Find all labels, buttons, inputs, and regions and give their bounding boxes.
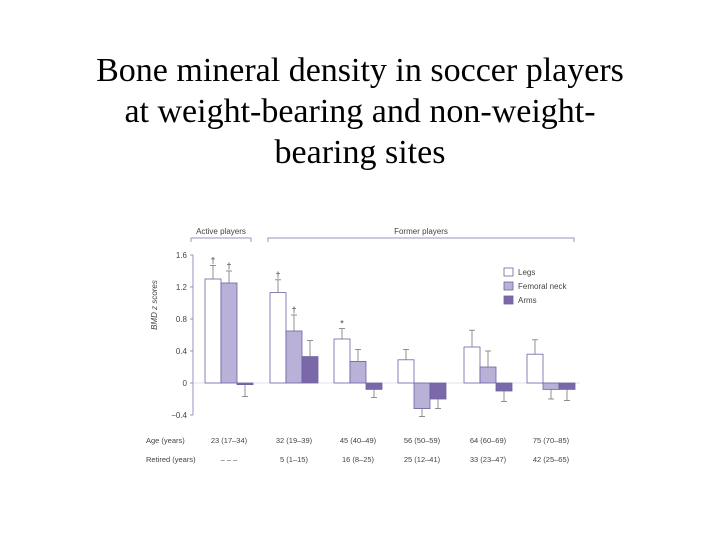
y-tick-label-4: 0 xyxy=(183,379,188,388)
y-tick-label-5: −0.4 xyxy=(171,411,187,420)
retired-value-5: 42 (25–65) xyxy=(533,455,570,464)
legend-swatch-0 xyxy=(503,267,514,277)
y-tick-label-3: 0.4 xyxy=(176,347,188,356)
group-bracket-0 xyxy=(190,237,252,242)
bar-legs-5 xyxy=(526,353,544,384)
bar-femoral-neck-5 xyxy=(542,382,560,390)
age-value-0: 23 (17–34) xyxy=(211,436,248,445)
group-header-label-0: Active players xyxy=(196,227,246,236)
legend-label-0: Legs xyxy=(518,268,535,277)
bar-femoral-neck-1 xyxy=(285,330,303,384)
bar-femoral-neck-0 xyxy=(220,282,238,384)
retired-value-0: – – – xyxy=(221,455,239,464)
significance-mark-1-0: † xyxy=(226,261,231,271)
group-header-label-1: Former players xyxy=(394,227,448,236)
y-tick-label-2: 0.8 xyxy=(176,315,188,324)
age-row-label: Age (years) xyxy=(146,436,185,445)
retired-value-3: 25 (12–41) xyxy=(404,455,441,464)
slide-title-line-2: at weight-bearing and non-weight- xyxy=(124,93,596,130)
y-axis-label: BMD z scores xyxy=(150,280,159,330)
bar-legs-0 xyxy=(204,278,222,384)
age-value-2: 45 (40–49) xyxy=(340,436,377,445)
y-tick-label-0: 1.6 xyxy=(176,251,188,260)
age-value-3: 56 (50–59) xyxy=(404,436,441,445)
bar-legs-4 xyxy=(463,346,481,384)
bar-arms-3 xyxy=(429,382,447,400)
bar-arms-4 xyxy=(495,382,513,392)
retired-row-label: Retired (years) xyxy=(146,455,196,464)
legend-label-1: Femoral neck xyxy=(518,282,567,291)
significance-mark-1-1: † xyxy=(291,305,296,315)
bar-arms-0 xyxy=(236,382,254,386)
bar-legs-1 xyxy=(269,292,287,384)
slide-title: Bone mineral density in soccer players a… xyxy=(40,50,680,173)
bar-femoral-neck-3 xyxy=(413,382,431,410)
significance-mark-0-2: * xyxy=(340,319,344,329)
age-value-4: 64 (60–69) xyxy=(470,436,507,445)
retired-value-1: 5 (1–15) xyxy=(280,455,308,464)
significance-mark-0-0: † xyxy=(210,255,215,265)
retired-value-4: 33 (23–47) xyxy=(470,455,507,464)
age-value-1: 32 (19–39) xyxy=(276,436,313,445)
bar-arms-1 xyxy=(301,356,319,384)
legend-swatch-1 xyxy=(503,281,514,291)
bar-arms-2 xyxy=(365,382,383,390)
bar-arms-5 xyxy=(558,382,576,390)
y-tick-label-1: 1.2 xyxy=(176,283,188,292)
slide-title-line-3: bearing sites xyxy=(274,134,446,171)
group-bracket-1 xyxy=(267,237,575,242)
legend-swatch-2 xyxy=(503,295,514,305)
slide-title-line-1: Bone mineral density in soccer players xyxy=(96,52,624,89)
retired-value-2: 16 (8–25) xyxy=(342,455,375,464)
age-value-5: 75 (70–85) xyxy=(533,436,570,445)
bar-femoral-neck-4 xyxy=(479,366,497,384)
significance-mark-0-1: † xyxy=(275,270,280,280)
bar-femoral-neck-2 xyxy=(349,360,367,384)
bar-legs-3 xyxy=(397,359,415,384)
legend-label-2: Arms xyxy=(518,296,537,305)
bar-legs-2 xyxy=(333,338,351,384)
